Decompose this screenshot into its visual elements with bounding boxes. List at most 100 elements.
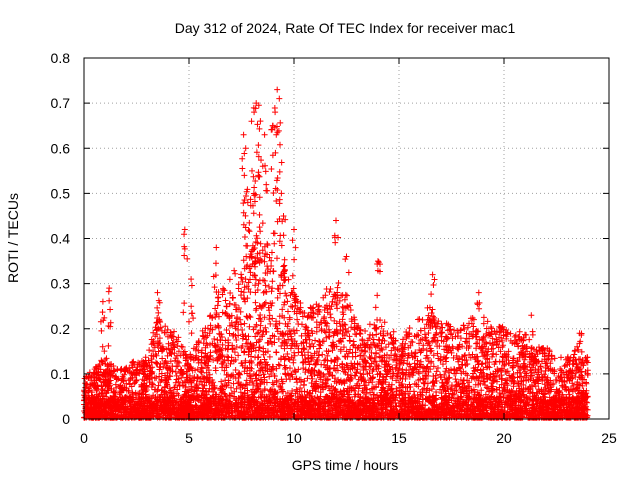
data-point (394, 346, 401, 353)
data-point (461, 357, 468, 364)
data-point (422, 368, 429, 375)
data-point (416, 361, 423, 368)
data-point (128, 383, 135, 390)
data-point (301, 388, 308, 395)
data-point (223, 326, 230, 333)
data-point (202, 350, 209, 357)
data-point (266, 353, 273, 360)
data-point (482, 360, 489, 367)
data-point (384, 368, 391, 375)
data-point (442, 355, 449, 362)
data-point (264, 339, 271, 346)
data-point (260, 371, 267, 378)
data-point (327, 314, 334, 321)
data-point (456, 355, 463, 362)
data-point (97, 366, 104, 373)
data-point (259, 247, 266, 254)
data-point (191, 387, 198, 394)
data-point (432, 324, 439, 331)
data-point (325, 326, 332, 333)
data-point (309, 375, 316, 382)
data-point (417, 349, 424, 356)
data-point (323, 334, 330, 341)
data-point (520, 345, 527, 352)
data-point (171, 357, 178, 364)
data-point (481, 378, 488, 385)
data-point (415, 332, 422, 339)
data-point (284, 351, 291, 358)
data-point (235, 304, 242, 311)
data-point (266, 307, 273, 314)
data-point (287, 345, 294, 352)
data-point (176, 359, 183, 366)
data-point (242, 276, 249, 283)
data-point (357, 370, 364, 377)
data-point (328, 303, 335, 310)
data-point (258, 395, 265, 402)
data-point (343, 376, 350, 383)
data-point (310, 314, 317, 321)
data-point (253, 305, 260, 312)
data-point (150, 329, 157, 336)
data-point (508, 374, 515, 381)
data-point (266, 254, 273, 261)
data-point (384, 330, 391, 337)
data-point (453, 387, 460, 394)
data-point (572, 373, 579, 380)
data-point (226, 330, 233, 337)
data-point (355, 322, 362, 329)
data-point (333, 320, 340, 327)
data-point (263, 288, 270, 295)
data-point (334, 362, 341, 369)
data-point (191, 374, 198, 381)
data-point (150, 348, 157, 355)
data-point (316, 338, 323, 345)
data-point (205, 388, 212, 395)
data-point (425, 312, 432, 319)
data-point (579, 382, 586, 389)
data-point (493, 378, 500, 385)
data-point (207, 326, 214, 333)
data-point (342, 353, 349, 360)
data-point (515, 343, 522, 350)
data-point (286, 316, 293, 323)
data-point (366, 321, 373, 328)
data-point (273, 365, 280, 372)
data-point (295, 349, 302, 356)
data-point (214, 294, 221, 301)
data-point (245, 333, 252, 340)
data-point (417, 364, 424, 371)
data-point (242, 357, 249, 364)
data-point (406, 373, 413, 380)
data-point (169, 346, 176, 353)
data-point (484, 318, 491, 325)
data-point (384, 351, 391, 358)
data-point (352, 330, 359, 337)
data-point (387, 386, 394, 393)
data-point (337, 346, 344, 353)
data-point (253, 321, 260, 328)
data-point (321, 373, 328, 380)
data-point (422, 355, 429, 362)
data-point (426, 387, 433, 394)
data-point (359, 356, 366, 363)
data-point (344, 303, 351, 310)
data-point (288, 354, 295, 361)
data-point (309, 340, 316, 347)
data-point (292, 368, 299, 375)
data-point (460, 368, 467, 375)
data-point (326, 333, 333, 340)
data-point (393, 361, 400, 368)
data-point (247, 289, 254, 296)
data-point (157, 364, 164, 371)
data-point (178, 374, 185, 381)
data-point (396, 360, 403, 367)
data-point (376, 353, 383, 360)
data-point (339, 379, 346, 386)
data-point (200, 333, 207, 340)
data-point (116, 391, 123, 398)
data-point (277, 290, 284, 297)
data-point (183, 374, 190, 381)
data-point (531, 379, 538, 386)
data-point (395, 367, 402, 374)
